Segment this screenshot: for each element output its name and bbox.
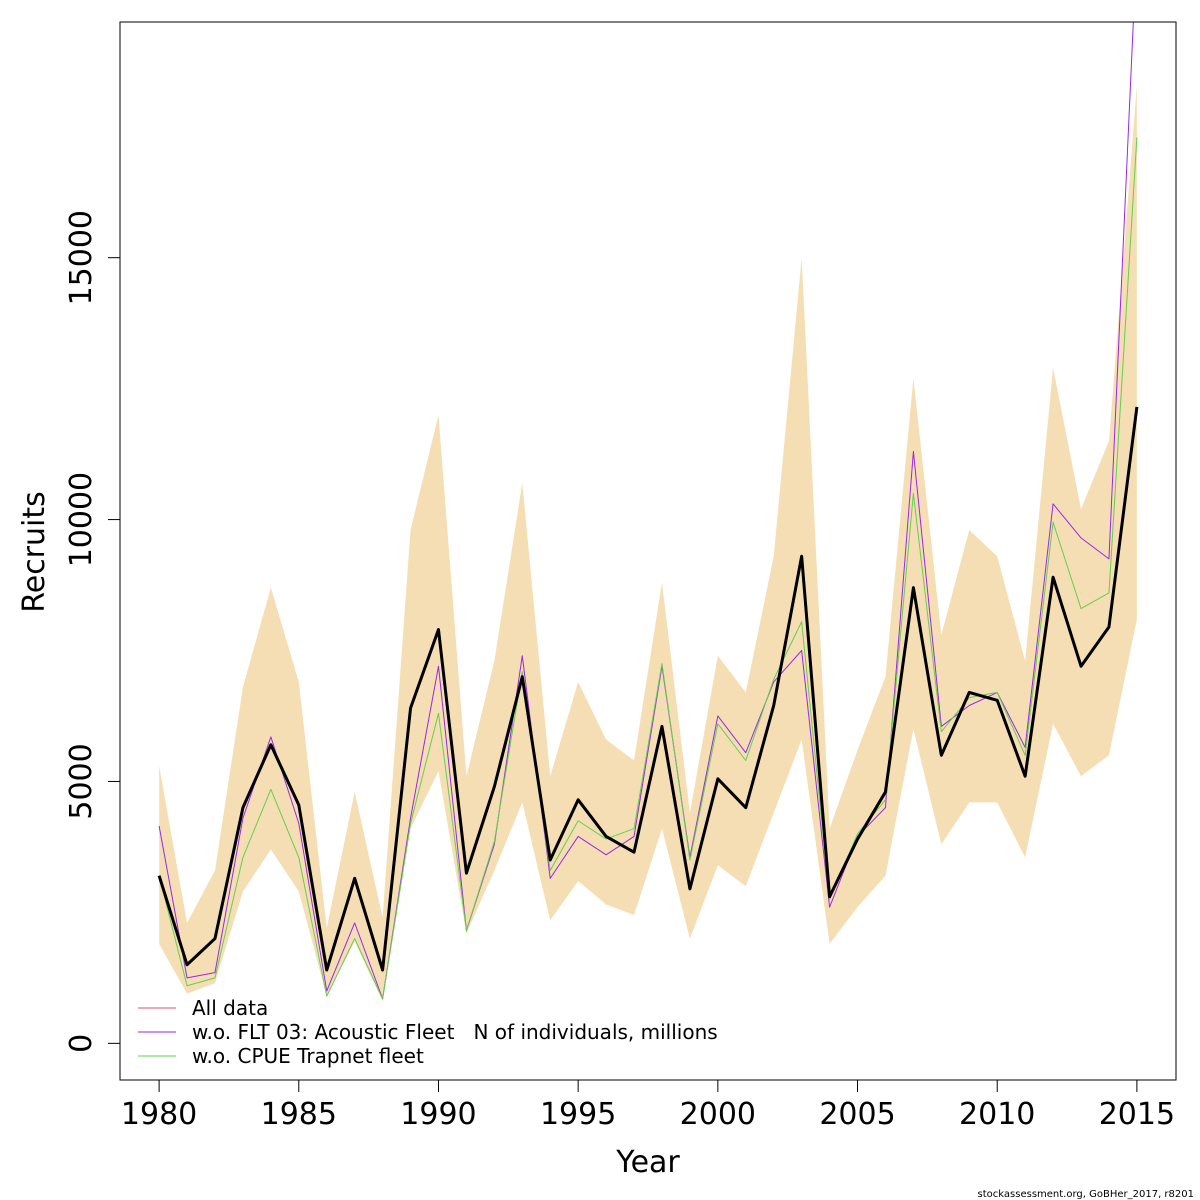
x-tick-label: 1990 bbox=[400, 1097, 476, 1132]
x-tick-label: 2000 bbox=[680, 1097, 756, 1132]
y-tick-label: 10000 bbox=[64, 472, 99, 567]
series-line-0 bbox=[157, 406, 1139, 972]
x-tick-label: 2010 bbox=[959, 1097, 1035, 1132]
x-axis: 1980 1985 1990 1995 2000 2005 2010 2015 bbox=[121, 1079, 1175, 1132]
x-tick-label: 2005 bbox=[819, 1097, 895, 1132]
x-tick-label: 1995 bbox=[540, 1097, 616, 1132]
y-axis: 0 5000 10000 15000 bbox=[64, 210, 121, 1053]
x-tick-label: 1985 bbox=[261, 1097, 337, 1132]
x-tick-label: 2015 bbox=[1099, 1097, 1175, 1132]
plot-frame bbox=[119, 21, 1177, 1081]
legend-label-2: w.o. CPUE Trapnet fleet bbox=[192, 1044, 424, 1068]
series-line-1 bbox=[158, 22, 1134, 1000]
legend-label-1: w.o. FLT 03: Acoustic Fleet N of individ… bbox=[192, 1020, 718, 1044]
x-tick-label: 1980 bbox=[121, 1097, 197, 1132]
y-axis-title: Recruits bbox=[17, 491, 52, 613]
x-axis-title: Year bbox=[615, 1145, 680, 1180]
y-tick-label: 15000 bbox=[64, 210, 99, 305]
y-tick-label: 5000 bbox=[64, 743, 99, 819]
source-credit: stockassessment.org, GoBHer_2017, r8201 bbox=[978, 1189, 1194, 1200]
series-line-2 bbox=[158, 137, 1138, 1000]
y-tick-label: 0 bbox=[64, 1034, 99, 1053]
legend-label-0: All data bbox=[192, 996, 268, 1020]
series-lines-layer bbox=[157, 22, 1139, 1000]
